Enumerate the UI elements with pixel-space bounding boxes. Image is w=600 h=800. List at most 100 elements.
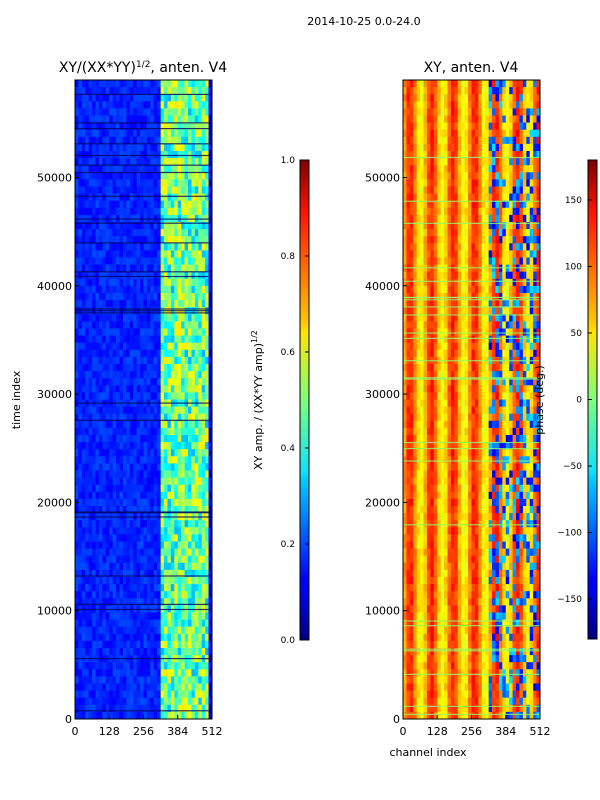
heatmap-cell <box>98 640 103 649</box>
heatmap-cell <box>201 229 206 237</box>
heatmap-cell <box>157 633 162 642</box>
heatmap-cell <box>143 449 148 457</box>
heatmap-cell <box>81 449 86 457</box>
heatmap-cell <box>423 250 428 258</box>
heatmap-cell <box>75 271 79 280</box>
heatmap-cell <box>85 378 90 386</box>
heatmap-cell <box>85 456 90 464</box>
heatmap-cell <box>75 584 79 592</box>
heatmap-cell <box>208 186 213 194</box>
heatmap-cell <box>102 420 107 429</box>
heatmap-cell <box>116 285 120 294</box>
heatmap-cell <box>191 584 196 592</box>
heatmap-cell <box>136 498 141 507</box>
heatmap-cell <box>174 562 179 571</box>
heatmap-cell <box>164 562 168 571</box>
heatmap-cell <box>102 527 107 535</box>
heatmap-amplitude <box>75 80 213 720</box>
heatmap-cell <box>440 193 445 202</box>
heatmap-cell <box>160 193 165 202</box>
heatmap-cell <box>522 165 527 173</box>
heatmap-cell <box>116 165 120 173</box>
heatmap-cell <box>191 243 196 251</box>
heatmap-cell <box>146 229 151 237</box>
heatmap-cell <box>191 151 196 159</box>
heatmap-cell <box>140 470 144 478</box>
heatmap-cell <box>78 335 83 344</box>
heatmap-cell <box>495 257 500 265</box>
heatmap-cell <box>85 342 90 351</box>
heatmap-cell <box>423 158 428 166</box>
heatmap-cell <box>474 129 479 138</box>
heatmap-cell <box>102 364 107 372</box>
heatmap-cell <box>188 662 192 670</box>
heatmap-cell <box>516 214 520 223</box>
heatmap-cell <box>136 435 141 443</box>
heatmap-cell <box>102 328 107 336</box>
heatmap-cell <box>454 207 459 216</box>
heatmap-cell <box>153 250 158 258</box>
heatmap-cell <box>464 307 469 315</box>
heatmap-cell <box>201 619 206 628</box>
heatmap-cell <box>109 342 114 351</box>
heatmap-cell <box>160 420 165 429</box>
heatmap-cell <box>122 136 127 145</box>
heatmap-cell <box>461 214 466 223</box>
heatmap-cell <box>81 172 86 180</box>
heatmap-cell <box>413 172 418 180</box>
heatmap-cell <box>95 683 100 691</box>
heatmap-cell <box>78 619 83 628</box>
heatmap-stripe <box>75 143 212 145</box>
heatmap-cell <box>105 115 110 123</box>
heatmap-cell <box>102 484 107 493</box>
heatmap-cell <box>170 711 175 720</box>
heatmap-cell <box>457 108 462 116</box>
heatmap-cell <box>140 598 144 606</box>
heatmap-cell <box>488 278 493 287</box>
heatmap-cell <box>102 342 107 351</box>
heatmap-cell <box>81 158 86 166</box>
heatmap-cell <box>112 619 117 628</box>
heatmap-cell <box>92 704 96 713</box>
heatmap-cell <box>471 143 476 152</box>
heatmap-stripe <box>75 608 212 611</box>
heatmap-cell <box>112 520 117 528</box>
heatmap-cell <box>495 243 500 251</box>
heatmap-cell <box>85 541 90 549</box>
heatmap-cell <box>474 243 479 251</box>
heatmap-cell <box>167 435 172 443</box>
heatmap-cell <box>474 214 479 223</box>
heatmap-cell <box>164 236 168 244</box>
heatmap-cell <box>406 87 411 95</box>
heatmap-cell <box>440 115 445 123</box>
heatmap-cell <box>160 640 165 649</box>
heatmap-cell <box>88 80 93 88</box>
heatmap-cell <box>191 697 196 706</box>
heatmap-cell <box>184 477 189 486</box>
heatmap-cell <box>153 129 158 138</box>
heatmap-cell <box>488 300 493 308</box>
heatmap-cell <box>505 143 510 152</box>
heatmap-cell <box>468 101 472 109</box>
heatmap-cell <box>102 640 107 649</box>
heatmap-cell <box>474 151 479 159</box>
heatmap-cell <box>112 562 117 571</box>
heatmap-cell <box>146 328 151 336</box>
heatmap-cell <box>409 229 414 237</box>
heatmap-cell <box>181 463 185 471</box>
heatmap-cell <box>157 328 162 336</box>
heatmap-cell <box>164 427 168 436</box>
heatmap-cell <box>498 229 503 237</box>
heatmap-cell <box>157 648 162 656</box>
heatmap-cell <box>529 293 534 301</box>
heatmap-cell <box>78 584 83 592</box>
heatmap-cell <box>205 371 209 379</box>
heatmap-cell <box>194 356 199 365</box>
heatmap-cell <box>136 293 141 301</box>
heatmap-cell <box>98 143 103 152</box>
heatmap-cell <box>105 442 110 450</box>
heatmap-cell <box>471 293 476 301</box>
heatmap-cell <box>85 207 90 216</box>
heatmap-cell <box>529 307 534 315</box>
heatmap-cell <box>150 449 155 457</box>
